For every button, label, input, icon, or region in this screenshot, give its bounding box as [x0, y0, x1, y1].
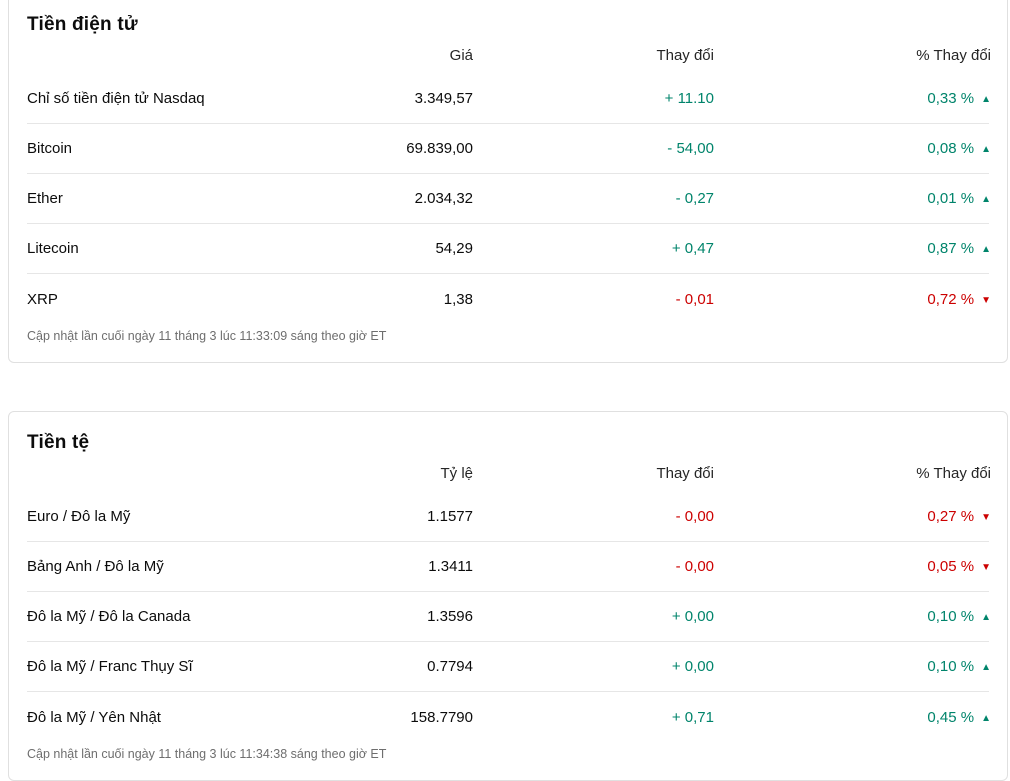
percent-change-text: 0,01 %: [927, 190, 975, 207]
percent-change-value: 0,27 % ▼: [714, 508, 991, 525]
price-value: 1.1577: [427, 508, 473, 525]
instrument-name[interactable]: Chỉ số tiền điện tử Nasdaq: [27, 90, 205, 107]
change-value: + 0,00: [671, 658, 714, 675]
percent-change-text: 0,10 %: [927, 608, 975, 625]
instrument-name[interactable]: Bitcoin: [27, 140, 73, 157]
column-header-rate: Tỷ lệ: [440, 464, 473, 482]
change-value: - 0,27: [675, 190, 714, 207]
percent-change-text: 0,33 %: [927, 90, 975, 107]
last-updated-text: Cập nhật lần cuối ngày 11 tháng 3 lúc 11…: [27, 329, 387, 343]
change-value: + 0,00: [671, 608, 714, 625]
instrument-name[interactable]: Bảng Anh / Đô la Mỹ: [27, 558, 164, 575]
market-row[interactable]: Đô la Mỹ / Franc Thụy Sĩ 0.7794 + 0,00 0,10…: [27, 642, 991, 692]
price-value: 3.349,57: [414, 90, 473, 107]
percent-change-value: 0,87 % ▲: [714, 240, 991, 257]
percent-change-text: 0,27 %: [927, 508, 975, 525]
percent-change-text: 0,08 %: [927, 140, 975, 157]
change-value: + 0,71: [671, 708, 714, 726]
arrow-up-icon: ▲: [981, 144, 991, 155]
market-row[interactable]: Đô la Mỹ / Đô la Canada 1.3596 + 0,00 0,10 …: [27, 592, 991, 642]
change-value: - 54,00: [667, 140, 714, 157]
percent-change-value: 0,01 % ▲: [714, 190, 991, 207]
percent-change-text: 0,72 %: [927, 290, 975, 308]
currency-table-body: Euro / Đô la Mỹ 1.1577- 0,00 0,27 % ▼ Bảng A…: [27, 492, 991, 742]
percent-change-text: 0,87 %: [927, 240, 975, 257]
market-row[interactable]: Chỉ số tiền điện tử Nasdaq 3.349,57 + 11.1…: [27, 74, 991, 124]
card-title-currency: Tiền tệ: [27, 432, 90, 453]
column-header-price: Giá: [449, 46, 473, 64]
market-row[interactable]: XRP 1,38 - 0,01 0,72 % ▼: [27, 274, 991, 324]
price-value: 0.7794: [427, 658, 473, 675]
crypto-card: Tiền điện tử Giá Thay đổi % Thay đổi Chỉ…: [8, 0, 1008, 363]
percent-change-text: 0,45 %: [927, 708, 975, 726]
arrow-up-icon: ▲: [981, 244, 991, 255]
price-value: 158.7790: [410, 708, 473, 726]
column-header-change: Thay đổi: [656, 464, 714, 482]
arrow-up-icon: ▲: [981, 612, 991, 623]
column-header-change: Thay đổi: [656, 46, 714, 64]
instrument-name[interactable]: Ether: [27, 190, 63, 207]
instrument-name[interactable]: Đô la Mỹ / Yên Nhật: [27, 708, 161, 726]
crypto-table-body: Chỉ số tiền điện tử Nasdaq 3.349,57 + 11.1…: [27, 74, 991, 324]
percent-change-value: 0,08 % ▲: [714, 140, 991, 157]
percent-change-value: 0,05 % ▼: [714, 558, 991, 575]
arrow-up-icon: ▲: [981, 194, 991, 205]
market-row[interactable]: Bitcoin 69.839,00 - 54,00 0,08 % ▲: [27, 124, 991, 174]
price-value: 1,38: [443, 290, 473, 308]
instrument-name[interactable]: XRP: [27, 290, 58, 308]
instrument-name[interactable]: Litecoin: [27, 240, 79, 257]
market-row[interactable]: Bảng Anh / Đô la Mỹ 1.3411 - 0,00 0,05 % ▼: [27, 542, 991, 592]
change-value: - 0,00: [675, 558, 714, 575]
card-title-crypto: Tiền điện tử: [27, 14, 138, 35]
arrow-down-icon: ▼: [981, 562, 991, 573]
arrow-up-icon: ▲: [981, 94, 991, 105]
change-value: - 0,01: [675, 290, 714, 308]
market-row[interactable]: Đô la Mỹ / Yên Nhật 158.7790 + 0,71 0,45 % ▲: [27, 692, 991, 742]
arrow-down-icon: ▼: [981, 512, 991, 523]
last-updated-text: Cập nhật lần cuối ngày 11 tháng 3 lúc 11…: [27, 747, 387, 761]
arrow-up-icon: ▲: [981, 662, 991, 673]
crypto-table-header: Giá Thay đổi % Thay đổi: [27, 42, 991, 68]
price-value: 2.034,32: [414, 190, 473, 207]
change-value: - 0,00: [675, 508, 714, 525]
price-value: 1.3411: [428, 558, 473, 575]
percent-change-text: 0,10 %: [927, 658, 975, 675]
price-value: 1.3596: [427, 608, 473, 625]
arrow-up-icon: ▲: [981, 712, 991, 724]
arrow-down-icon: ▼: [981, 294, 991, 306]
change-value: + 0,47: [671, 240, 714, 257]
percent-change-value: 0,72 % ▼: [714, 291, 991, 308]
market-row[interactable]: Litecoin 54,29 + 0,47 0,87 % ▲: [27, 224, 991, 274]
column-header-percent-change: % Thay đổi: [916, 464, 991, 482]
percent-change-value: 0,33 % ▲: [714, 90, 991, 107]
percent-change-value: 0,10 % ▲: [714, 608, 991, 625]
instrument-name[interactable]: Đô la Mỹ / Đô la Canada: [27, 608, 191, 625]
market-row[interactable]: Ether 2.034,32 - 0,27 0,01 % ▲: [27, 174, 991, 224]
percent-change-value: 0,45 % ▲: [714, 709, 991, 726]
currency-card: Tiền tệ Tỷ lệ Thay đổi % Thay đổi Euro /…: [8, 411, 1008, 781]
price-value: 54,29: [435, 240, 473, 257]
price-value: 69.839,00: [406, 140, 473, 157]
instrument-name[interactable]: Euro / Đô la Mỹ: [27, 508, 131, 525]
market-row[interactable]: Euro / Đô la Mỹ 1.1577 - 0,00 0,27 % ▼: [27, 492, 991, 542]
percent-change-value: 0,10 % ▲: [714, 658, 991, 675]
percent-change-text: 0,05 %: [927, 558, 975, 575]
column-header-percent-change: % Thay đổi: [916, 46, 991, 64]
currency-table-header: Tỷ lệ Thay đổi % Thay đổi: [27, 460, 991, 486]
change-value: + 11.10: [664, 90, 714, 107]
instrument-name[interactable]: Đô la Mỹ / Franc Thụy Sĩ: [27, 658, 193, 675]
